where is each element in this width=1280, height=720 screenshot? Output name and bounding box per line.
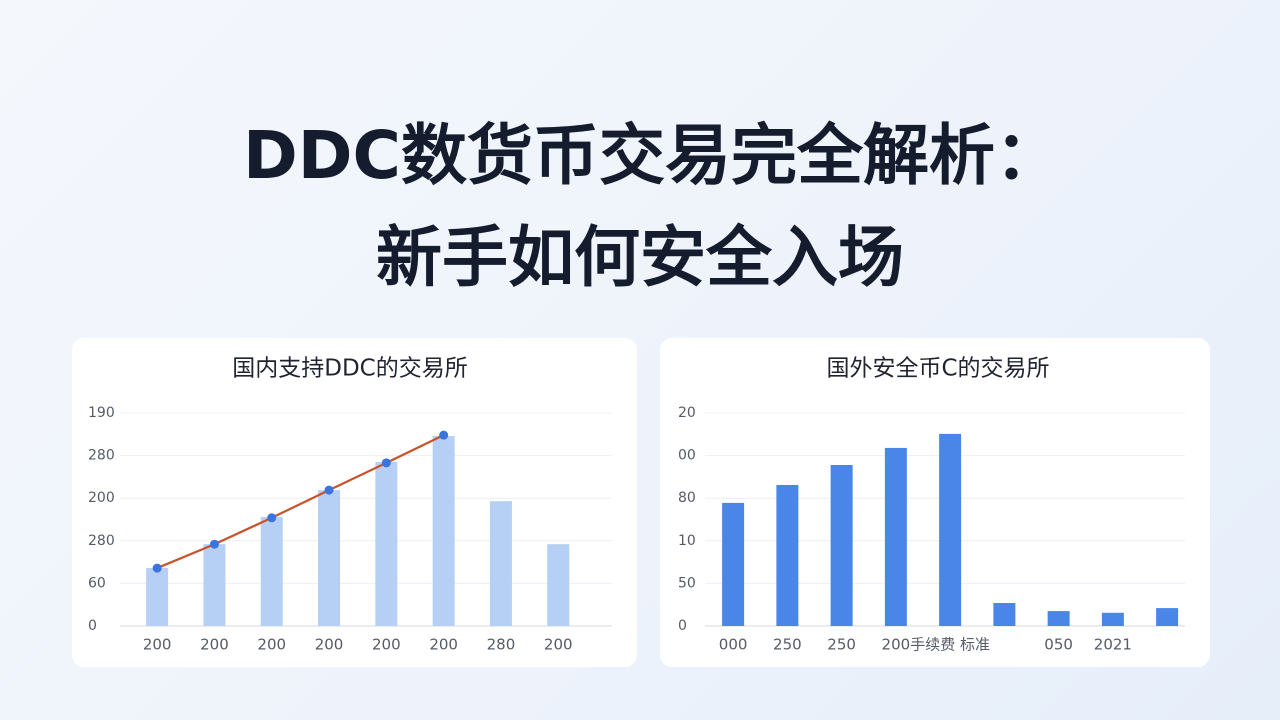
x-tick-label: 250 — [773, 636, 802, 654]
x-tick-label: 000 — [719, 636, 748, 654]
line — [156, 434, 445, 570]
x-tick-label: 200 — [143, 636, 172, 654]
y-tick-label: 280 — [88, 533, 115, 549]
bar — [993, 602, 1016, 626]
x-tick-label: 手续费 标准 — [910, 636, 990, 654]
line-marker — [439, 430, 449, 440]
slide-title: 新手如何安全入场 — [376, 219, 904, 296]
bar — [776, 484, 799, 626]
y-tick-label: 10 — [678, 533, 696, 549]
y-tick-label: 80 — [678, 490, 696, 506]
line-marker — [152, 563, 162, 573]
bar — [1047, 611, 1070, 626]
y-tick-label: 60 — [88, 575, 106, 591]
bar — [432, 436, 455, 626]
bar — [939, 433, 962, 626]
x-tick-label: 280 — [487, 636, 516, 654]
bar — [318, 490, 341, 626]
x-tick-label: 250 — [827, 636, 856, 654]
bar — [146, 568, 169, 626]
x-tick-label: 200 — [882, 636, 911, 654]
bar — [203, 544, 226, 626]
bar — [1101, 612, 1124, 626]
bar — [884, 447, 907, 626]
chart-title: 国外安全币C的交易所 — [826, 356, 1049, 382]
y-tick-label: 20 — [678, 405, 696, 421]
x-tick-label: 200 — [257, 636, 286, 654]
line-marker — [381, 458, 391, 468]
y-tick-label: 200 — [88, 490, 115, 506]
chart-title: 国内支持DDC的交易所 — [232, 356, 467, 382]
line-marker — [267, 513, 277, 523]
x-tick-label: 2021 — [1094, 636, 1132, 654]
bar — [489, 501, 512, 626]
x-tick-label: 200 — [315, 636, 344, 654]
x-tick-label: 050 — [1044, 636, 1073, 654]
bar — [1156, 608, 1179, 626]
x-tick-label: 200 — [429, 636, 458, 654]
y-tick-label: 280 — [88, 448, 115, 464]
bar — [830, 464, 853, 626]
bar — [547, 544, 570, 626]
x-tick-label: 200 — [200, 636, 229, 654]
y-tick-label: 0 — [678, 618, 687, 634]
line-marker — [209, 539, 219, 549]
bar — [260, 516, 283, 626]
line-marker — [324, 485, 334, 495]
y-tick-label: 50 — [678, 575, 696, 591]
slide-title: DDC数货币交易完全解析： — [243, 117, 1061, 194]
x-tick-label: 200 — [372, 636, 401, 654]
y-tick-label: 00 — [678, 448, 696, 464]
y-tick-label: 190 — [88, 405, 115, 421]
y-tick-label: 0 — [88, 618, 97, 634]
bar — [722, 502, 745, 626]
x-tick-label: 200 — [544, 636, 573, 654]
bar — [375, 461, 398, 626]
